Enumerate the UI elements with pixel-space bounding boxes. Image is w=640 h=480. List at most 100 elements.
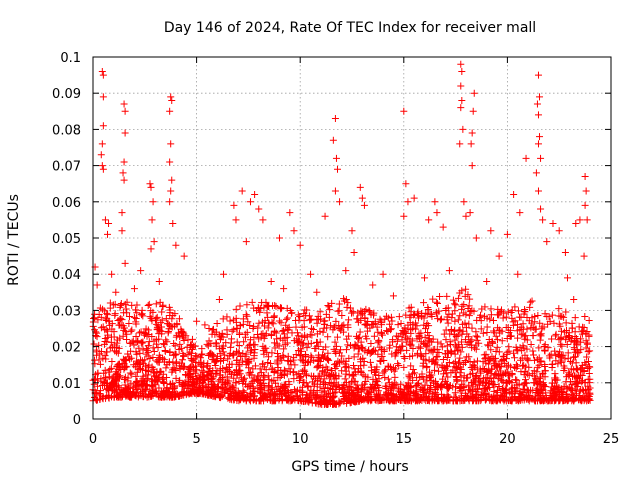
roti-point	[551, 389, 559, 397]
roti-point	[280, 345, 288, 353]
roti-point	[433, 381, 441, 389]
roti-point	[438, 397, 446, 405]
roti-point	[524, 396, 532, 404]
roti-point	[515, 380, 523, 388]
roti-point	[555, 336, 563, 344]
roti-point	[303, 306, 311, 314]
roti-point	[458, 96, 466, 104]
roti-point	[375, 371, 383, 379]
roti-point	[210, 392, 218, 400]
roti-point	[300, 366, 308, 374]
roti-point	[513, 376, 521, 384]
roti-point	[305, 396, 313, 404]
roti-point	[97, 151, 105, 159]
roti-point	[233, 356, 241, 364]
roti-point	[457, 82, 465, 90]
roti-point	[321, 212, 329, 220]
roti-point	[422, 357, 430, 365]
roti-point	[251, 392, 259, 400]
roti-point	[461, 389, 469, 397]
roti-point	[303, 344, 311, 352]
roti-point	[319, 346, 327, 354]
roti-point	[507, 363, 515, 371]
roti-point	[465, 386, 473, 394]
roti-point	[511, 383, 519, 391]
roti-point	[145, 300, 153, 308]
roti-point	[147, 245, 155, 253]
roti-point	[578, 330, 586, 338]
y-tick-label: 0.1	[60, 51, 81, 66]
roti-point	[346, 304, 354, 312]
roti-point	[336, 198, 344, 206]
roti-point	[309, 391, 317, 399]
roti-point	[254, 324, 262, 332]
roti-point	[407, 341, 415, 349]
roti-point	[324, 301, 332, 309]
roti-point	[120, 100, 128, 108]
roti-point	[457, 348, 465, 356]
roti-point	[265, 353, 273, 361]
roti-point	[583, 353, 591, 361]
roti-point	[286, 368, 294, 376]
roti-point	[487, 346, 495, 354]
roti-point	[302, 352, 310, 360]
roti-point	[434, 338, 442, 346]
roti-point	[561, 396, 569, 404]
roti-point	[357, 316, 365, 324]
roti-point	[517, 368, 525, 376]
roti-point	[212, 339, 220, 347]
roti-point	[557, 312, 565, 320]
roti-point	[292, 323, 300, 331]
roti-point	[279, 336, 287, 344]
roti-point	[532, 374, 540, 382]
roti-point	[383, 327, 391, 335]
roti-point	[261, 317, 269, 325]
y-tick-label: 0.05	[52, 232, 81, 247]
roti-point	[232, 379, 240, 387]
roti-point	[273, 340, 281, 348]
roti-point	[435, 349, 443, 357]
roti-point	[468, 324, 476, 332]
roti-point	[472, 345, 480, 353]
roti-point	[382, 385, 390, 393]
y-tick-label: 0.08	[52, 123, 81, 138]
roti-point	[106, 344, 114, 352]
roti-point	[99, 93, 107, 101]
roti-point	[498, 337, 506, 345]
roti-point	[111, 300, 119, 308]
roti-point	[376, 315, 384, 323]
roti-point	[576, 396, 584, 404]
roti-point	[117, 299, 125, 307]
roti-point	[271, 301, 279, 309]
roti-point	[125, 312, 133, 320]
roti-point	[294, 311, 302, 319]
roti-point	[160, 341, 168, 349]
roti-point	[239, 387, 247, 395]
roti-point	[153, 320, 161, 328]
roti-point	[543, 313, 551, 321]
roti-point	[192, 359, 200, 367]
roti-point	[490, 371, 498, 379]
roti-point	[248, 298, 256, 306]
roti-point	[307, 386, 315, 394]
roti-point	[399, 342, 407, 350]
roti-point	[495, 383, 503, 391]
roti-point	[246, 198, 254, 206]
roti-point	[273, 358, 281, 366]
roti-point	[97, 324, 105, 332]
roti-point	[568, 391, 576, 399]
roti-point	[451, 347, 459, 355]
roti-point	[251, 341, 259, 349]
roti-point	[586, 390, 594, 398]
roti-point	[485, 391, 493, 399]
roti-point	[296, 351, 304, 359]
roti-point	[465, 338, 473, 346]
roti-point	[116, 334, 124, 342]
roti-point	[250, 354, 258, 362]
roti-point	[335, 349, 343, 357]
roti-point	[552, 374, 560, 382]
roti-point	[512, 376, 520, 384]
roti-point	[164, 320, 172, 328]
roti-point	[133, 309, 141, 317]
roti-point	[472, 328, 480, 336]
